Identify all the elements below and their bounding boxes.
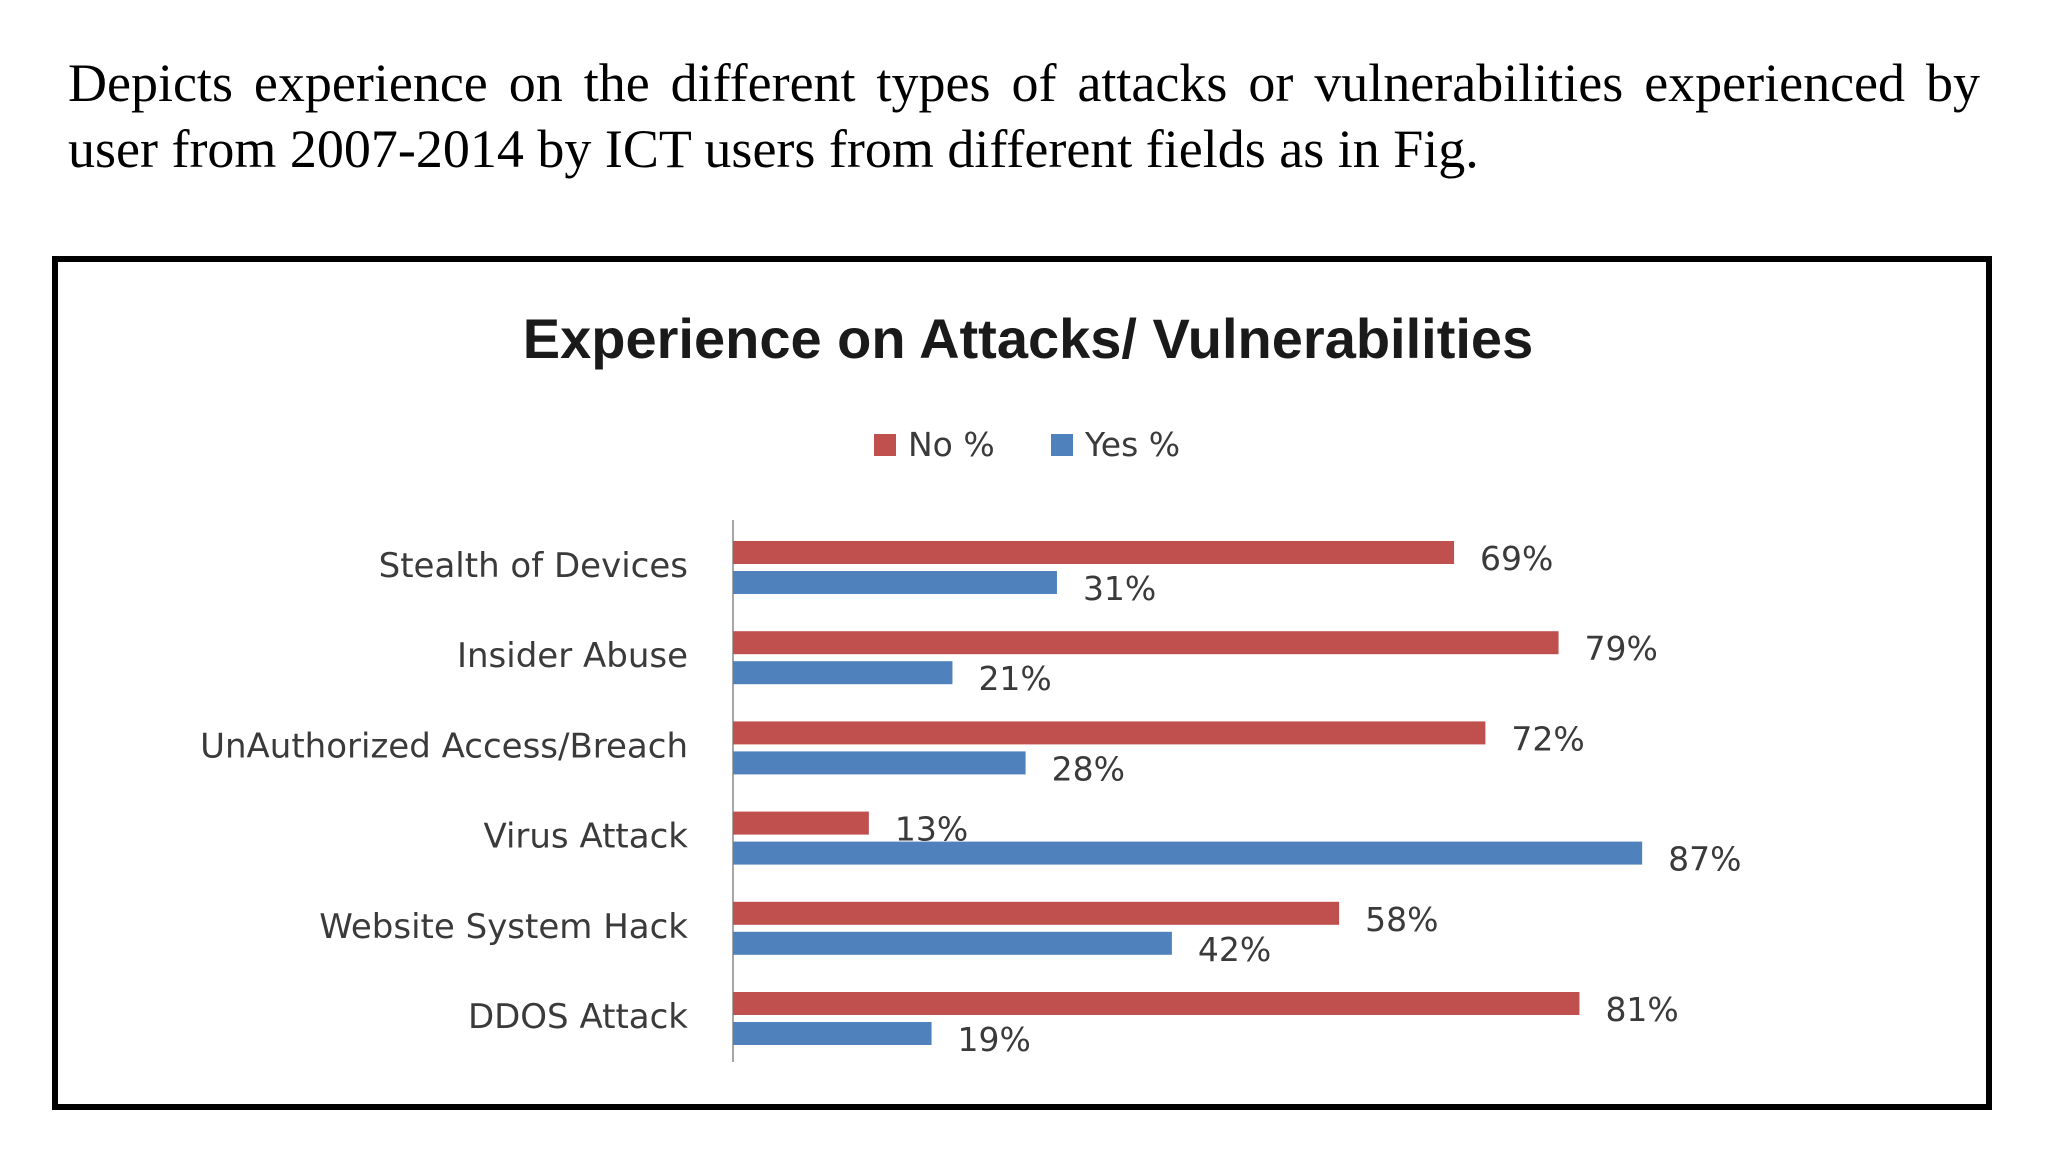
value-label-yes-virus-attack: 87%: [1668, 840, 1741, 879]
bar-no-stealth-of-devices: [733, 541, 1455, 564]
bars: [733, 541, 1643, 1045]
category-label-unauthorized-access-breach: UnAuthorized Access/Breach: [200, 726, 688, 766]
bar-yes-insider-abuse: [733, 661, 953, 685]
bar-no-ddos-attack: [733, 992, 1580, 1015]
value-label-yes-insider-abuse: 21%: [978, 659, 1051, 698]
category-label-insider-abuse: Insider Abuse: [457, 636, 688, 676]
bar-no-unauthorized-access-breach: [733, 721, 1486, 745]
bar-no-website-system-hack: [733, 901, 1340, 925]
category-label-virus-attack: Virus Attack: [483, 817, 688, 857]
value-label-yes-stealth-of-devices: 31%: [1083, 569, 1156, 608]
bar-no-virus-attack: [733, 811, 869, 835]
chart-title: Experience on Attacks/ Vulnerabilities: [523, 307, 1533, 370]
value-label-no-stealth-of-devices: 69%: [1480, 539, 1553, 578]
category-labels: Stealth of Devices Insider Abuse UnAuthori…: [200, 546, 688, 1037]
legend-label-yes: Yes %: [1084, 425, 1180, 464]
value-label-yes-unauthorized-access-breach: 28%: [1052, 749, 1125, 788]
bar-yes-ddos-attack: [733, 1022, 932, 1045]
bar-yes-website-system-hack: [733, 931, 1172, 955]
bar-yes-virus-attack: [733, 841, 1643, 865]
value-label-no-website-system-hack: 58%: [1365, 900, 1438, 939]
value-label-no-ddos-attack: 81%: [1605, 990, 1678, 1029]
value-labels: 69% 31% 79% 21% 72% 28% 13% 87% 58% 42% 81% 19%: [895, 539, 1742, 1059]
bar-yes-unauthorized-access-breach: [733, 751, 1026, 775]
bar-no-insider-abuse: [733, 631, 1559, 655]
chart-legend: No % Yes %: [874, 425, 1180, 464]
value-label-no-virus-attack: 13%: [895, 810, 968, 849]
legend-label-no: No %: [908, 425, 995, 464]
category-label-website-system-hack: Website System Hack: [319, 907, 688, 947]
category-label-stealth-of-devices: Stealth of Devices: [379, 546, 688, 586]
bar-yes-stealth-of-devices: [733, 571, 1057, 594]
value-label-no-insider-abuse: 79%: [1585, 629, 1658, 668]
category-label-ddos-attack: DDOS Attack: [468, 997, 688, 1037]
value-label-no-unauthorized-access-breach: 72%: [1511, 719, 1584, 758]
intro-paragraph: Depicts experience on the different type…: [68, 53, 1980, 179]
legend-swatch-yes: [1051, 434, 1073, 456]
legend-swatch-no: [874, 434, 896, 456]
value-label-yes-ddos-attack: 19%: [958, 1020, 1031, 1059]
figure-frame: [52, 256, 1992, 1110]
value-label-yes-website-system-hack: 42%: [1198, 930, 1271, 969]
